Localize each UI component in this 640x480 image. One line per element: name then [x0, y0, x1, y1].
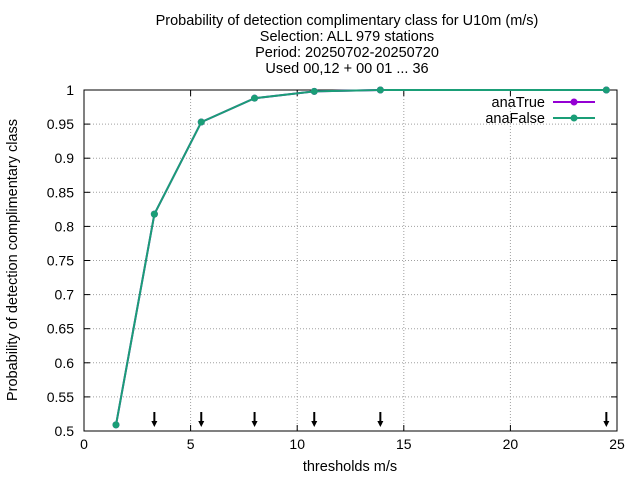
- series-line-anaFalse: [115, 89, 607, 426]
- title-line-2: Selection: ALL 979 stations: [259, 29, 435, 45]
- threshold-arrow-head: [377, 421, 384, 427]
- legend-marker-anaFalse: [570, 114, 578, 122]
- threshold-arrow-head: [311, 421, 318, 427]
- y-tick-label: 0.9: [55, 150, 75, 166]
- legend-label-anaTrue: anaTrue: [492, 95, 545, 111]
- legend-marker-anaTrue: [570, 98, 578, 106]
- y-tick-label: 0.55: [47, 389, 74, 405]
- title-line-1: Probability of detection complimentary c…: [155, 13, 539, 29]
- data-point-anaFalse: [251, 94, 259, 102]
- data-point-anaFalse: [112, 421, 120, 429]
- y-tick-label: 0.75: [47, 253, 74, 269]
- x-tick-label: 20: [503, 436, 519, 452]
- title-line-4: Used 00,12 + 00 01 ... 36: [265, 61, 429, 77]
- threshold-markers: [151, 412, 610, 427]
- y-tick-label: 0.95: [47, 116, 74, 132]
- x-tick-label: 25: [609, 436, 625, 452]
- y-tick-label: 0.8: [55, 218, 75, 234]
- y-tick-label: 1: [66, 82, 74, 98]
- threshold-arrow-head: [198, 421, 205, 427]
- data-point-anaFalse: [197, 118, 205, 126]
- y-tick-label: 0.5: [55, 423, 75, 439]
- x-tick-label: 0: [80, 436, 88, 452]
- y-tick-label: 0.7: [55, 287, 75, 303]
- series-line-anaTrue: [115, 89, 607, 426]
- data-point-anaFalse: [376, 86, 384, 94]
- threshold-arrow-head: [603, 421, 610, 427]
- threshold-arrow-head: [251, 421, 258, 427]
- y-tick-label: 0.85: [47, 184, 74, 200]
- legend-label-anaFalse: anaFalse: [485, 111, 545, 127]
- title-line-3: Period: 20250702-20250720: [255, 45, 439, 61]
- y-axis-label: Probability of detection complimentary c…: [5, 119, 21, 401]
- x-axis-label: thresholds m/s: [303, 459, 397, 475]
- x-tick-label: 5: [187, 436, 195, 452]
- x-tick-label: 10: [289, 436, 305, 452]
- data-series: [112, 86, 610, 429]
- grid-lines: [84, 90, 617, 431]
- x-tick-label: 15: [396, 436, 412, 452]
- data-point-anaFalse: [310, 87, 318, 95]
- threshold-arrow-head: [151, 421, 158, 427]
- y-tick-label: 0.65: [47, 321, 74, 337]
- y-tick-label: 0.6: [55, 355, 75, 371]
- data-point-anaFalse: [150, 210, 158, 218]
- data-point-anaFalse: [602, 86, 610, 94]
